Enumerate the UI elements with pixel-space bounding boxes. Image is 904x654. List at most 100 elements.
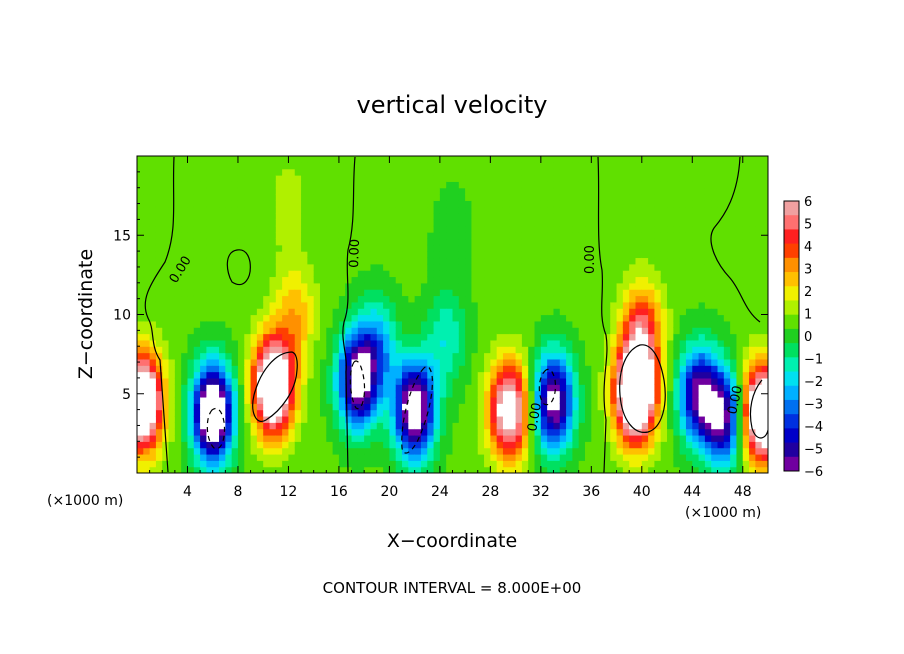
heatmap-cell xyxy=(155,371,163,379)
heatmap-cell xyxy=(187,181,195,189)
heatmap-cell xyxy=(736,194,744,201)
heatmap-cell xyxy=(585,409,592,417)
heatmap-cell xyxy=(351,327,359,335)
heatmap-cell xyxy=(275,162,283,170)
heatmap-cell xyxy=(395,320,403,328)
heatmap-cell xyxy=(427,213,435,220)
heatmap-cell xyxy=(610,415,618,423)
heatmap-cell xyxy=(250,339,258,347)
heatmap-cell xyxy=(427,453,435,461)
heatmap-cell xyxy=(319,339,327,347)
heatmap-cell xyxy=(187,447,195,455)
heatmap-cell xyxy=(730,327,738,335)
heatmap-cell xyxy=(585,415,592,423)
heatmap-cell xyxy=(313,251,321,259)
heatmap-cell xyxy=(547,415,555,423)
heatmap-cell xyxy=(225,371,233,379)
heatmap-cell xyxy=(553,162,561,170)
heatmap-cell xyxy=(502,270,510,278)
heatmap-cell xyxy=(187,200,195,208)
heatmap-cell xyxy=(742,213,750,220)
heatmap-cell xyxy=(275,320,283,328)
heatmap-cell xyxy=(502,390,510,398)
heatmap-cell xyxy=(370,308,378,316)
heatmap-cell xyxy=(256,301,264,309)
heatmap-cell xyxy=(622,327,630,335)
heatmap-cell xyxy=(509,181,517,189)
heatmap-cell xyxy=(471,434,479,442)
heatmap-cell xyxy=(383,327,390,335)
heatmap-cell xyxy=(162,365,170,373)
heatmap-cell xyxy=(263,428,271,436)
heatmap-cell xyxy=(496,365,504,373)
heatmap-cell xyxy=(263,200,271,208)
heatmap-cell xyxy=(585,232,592,240)
heatmap-cell xyxy=(427,270,435,278)
heatmap-cell xyxy=(149,276,157,284)
heatmap-cell xyxy=(616,403,624,411)
heatmap-cell xyxy=(446,466,454,473)
heatmap-cell xyxy=(244,396,252,404)
heatmap-cell xyxy=(502,447,510,455)
heatmap-cell xyxy=(635,314,643,322)
heatmap-cell xyxy=(357,244,365,252)
heatmap-cell xyxy=(370,441,378,449)
heatmap-cell xyxy=(585,244,592,252)
heatmap-cell xyxy=(578,219,586,227)
heatmap-cell xyxy=(193,403,201,411)
heatmap-cell xyxy=(603,301,611,309)
heatmap-cell xyxy=(572,409,580,417)
heatmap-cell xyxy=(578,168,586,176)
heatmap-cell xyxy=(427,327,435,335)
heatmap-cell xyxy=(755,244,763,252)
heatmap-cell xyxy=(685,257,693,265)
heatmap-cell xyxy=(187,295,195,303)
heatmap-cell xyxy=(237,346,245,354)
heatmap-cell xyxy=(370,327,378,335)
heatmap-cell xyxy=(660,320,668,328)
heatmap-cell xyxy=(332,244,340,252)
heatmap-cell xyxy=(540,352,548,360)
heatmap-cell xyxy=(761,441,768,449)
heatmap-cell xyxy=(143,200,151,208)
heatmap-cell xyxy=(742,219,750,227)
heatmap-cell xyxy=(155,156,163,163)
heatmap-cell xyxy=(414,365,422,373)
heatmap-cell xyxy=(319,434,327,442)
heatmap-cell xyxy=(578,415,586,423)
heatmap-cell xyxy=(319,295,327,303)
heatmap-cell xyxy=(395,156,403,163)
heatmap-cell xyxy=(585,162,592,170)
heatmap-cell xyxy=(540,156,548,163)
heatmap-cell xyxy=(458,156,466,163)
heatmap-cell xyxy=(181,371,189,379)
heatmap-cell xyxy=(547,187,555,195)
heatmap-cell xyxy=(559,384,567,392)
heatmap-cell xyxy=(698,308,706,316)
heatmap-cell xyxy=(502,339,510,347)
heatmap-cell xyxy=(244,308,252,316)
heatmap-cell xyxy=(717,238,725,246)
heatmap-cell xyxy=(301,251,308,259)
heatmap-cell xyxy=(427,320,435,328)
heatmap-cell xyxy=(402,270,409,278)
heatmap-cell xyxy=(389,346,397,354)
heatmap-cell xyxy=(490,466,498,473)
heatmap-cell xyxy=(206,447,214,455)
heatmap-cell xyxy=(383,415,390,423)
heatmap-cell xyxy=(181,276,189,284)
heatmap-cell xyxy=(490,327,498,335)
heatmap-cell xyxy=(351,422,359,430)
heatmap-cell xyxy=(698,187,706,195)
heatmap-cell xyxy=(370,371,378,379)
heatmap-cell xyxy=(528,371,536,379)
heatmap-cell xyxy=(420,244,428,252)
heatmap-cell xyxy=(326,365,334,373)
heatmap-cell xyxy=(212,162,220,170)
heatmap-cell xyxy=(376,175,384,182)
heatmap-cell xyxy=(553,346,561,354)
heatmap-cell xyxy=(212,339,220,347)
heatmap-cell xyxy=(736,219,744,227)
heatmap-cell xyxy=(521,308,529,316)
heatmap-cell xyxy=(351,453,359,461)
